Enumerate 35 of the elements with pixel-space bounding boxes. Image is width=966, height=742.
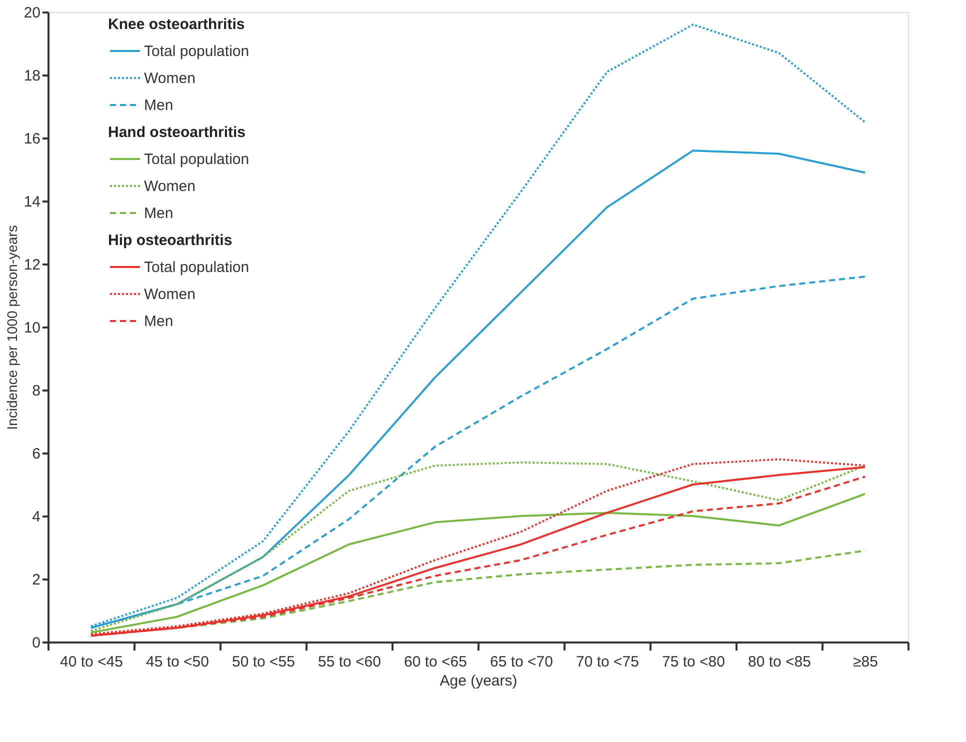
x-axis-title: Age (years) xyxy=(440,672,518,690)
x-tick-label: 60 to <65 xyxy=(404,654,467,670)
annotation: Hip osteoarthritis xyxy=(108,232,232,249)
x-tick-label: 80 to <85 xyxy=(748,654,811,670)
legend-label: Men xyxy=(144,313,174,330)
x-tick-label: 75 to <80 xyxy=(662,654,725,670)
y-tick-label: 4 xyxy=(32,508,40,526)
x-tick-label: 65 to <70 xyxy=(490,654,553,670)
annotation: Knee osteoarthritis xyxy=(108,16,245,33)
y-tick-label: 16 xyxy=(24,130,40,148)
y-axis-title: Incidence per 1000 person-years xyxy=(4,225,20,430)
y-tick-label: 2 xyxy=(32,572,40,588)
y-tick-label: 10 xyxy=(24,320,40,336)
legend-label: Women xyxy=(144,286,196,303)
annotation: Hand osteoarthritis xyxy=(108,124,246,141)
legend-label: Men xyxy=(144,205,174,222)
x-tick-label: 45 to <50 xyxy=(146,654,209,670)
x-tick-label: 40 to <45 xyxy=(60,654,123,670)
y-tick-label: 6 xyxy=(32,446,40,462)
legend-label: Total population xyxy=(144,151,250,168)
x-tick-label: 70 to <75 xyxy=(576,654,639,670)
x-tick-label: 50 to <55 xyxy=(232,654,295,670)
x-tick-label: ≥85 xyxy=(853,654,878,670)
x-tick-label: 55 to <60 xyxy=(318,654,381,670)
legend-label: Women xyxy=(144,178,196,195)
y-tick-label: 20 xyxy=(24,4,40,22)
y-tick-label: 8 xyxy=(32,382,40,400)
y-tick-label: 14 xyxy=(24,194,40,210)
y-tick-label: 12 xyxy=(24,256,40,274)
legend-label: Total population xyxy=(144,259,250,276)
legend-label: Women xyxy=(144,70,196,87)
legend-label: Men xyxy=(144,97,174,114)
legend-label: Total population xyxy=(144,43,250,60)
y-tick-label: 0 xyxy=(32,634,40,652)
y-tick-label: 18 xyxy=(24,68,40,84)
